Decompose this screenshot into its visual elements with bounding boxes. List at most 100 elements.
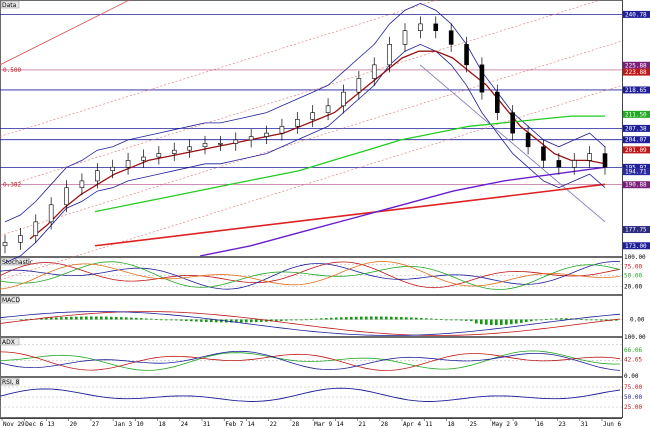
- macd-hist-bar: [510, 319, 513, 325]
- macd-hist-bar: [130, 317, 133, 320]
- macd-hist-bar: [405, 317, 408, 320]
- macd-hist-bar: [50, 317, 53, 320]
- x-tick-label-22: May 2: [492, 421, 510, 428]
- macd-hist-bar: [75, 316, 78, 320]
- candle-body: [510, 112, 515, 134]
- price-label-8: 195.97: [625, 164, 647, 171]
- x-tick-label-11: 14: [247, 421, 255, 428]
- channel-upper-solid: [0, 0, 131, 66]
- channel-dotted-2: [0, 40, 623, 236]
- x-tick-label-19: 11: [425, 421, 433, 428]
- macd-hist-bar: [125, 317, 128, 320]
- macd-hist-bar: [480, 319, 483, 325]
- price-label-bg-2: [623, 68, 650, 76]
- x-tick-label-4: 27: [92, 421, 100, 428]
- macd-hist-bar: [200, 319, 203, 322]
- price-label-3: 218.65: [625, 87, 647, 94]
- price-label-bg-0: [623, 10, 650, 18]
- adx-panel-title: ADX: [2, 339, 15, 346]
- macd-hist-bar: [415, 317, 418, 320]
- candle: [418, 16, 423, 39]
- candle: [495, 84, 500, 121]
- macd-hist-bar: [150, 318, 153, 320]
- candle-body: [295, 119, 300, 127]
- macd-hist-bar: [355, 316, 358, 320]
- candle: [387, 36, 392, 73]
- adx-line-0: [0, 350, 621, 371]
- macd-hist-bar: [95, 316, 98, 320]
- macd-hist-bar: [175, 319, 178, 321]
- price-label-6: 204.07: [625, 137, 647, 144]
- adx-label-1: 66.06: [624, 347, 642, 354]
- channel-dotted-0: [0, 0, 438, 137]
- macd-hist-bar: [385, 316, 388, 320]
- macd-line-0: [0, 311, 621, 336]
- macd-hist-bar: [325, 318, 328, 320]
- price-label-4: 211.50: [625, 111, 647, 118]
- macd-hist-bar: [605, 319, 608, 321]
- macd-hist-bar: [320, 318, 323, 320]
- x-tick-label-15: 14: [336, 421, 344, 428]
- price-panel-title: Data: [2, 2, 17, 9]
- candle-body: [571, 160, 577, 168]
- ma-short-line: [29, 50, 606, 240]
- macd-hist-bar: [145, 318, 148, 320]
- macd-hist-bar: [360, 316, 363, 320]
- x-tick-label-16: 21: [359, 421, 367, 428]
- candle: [141, 149, 146, 168]
- adx-label-2: 42.65: [624, 356, 642, 363]
- x-tick-label-13: 28: [292, 421, 300, 428]
- macd-hist-bar: [135, 317, 138, 320]
- candle-body: [387, 44, 392, 66]
- macd-hist-bar: [345, 317, 348, 320]
- macd-hist-bar: [165, 319, 168, 321]
- candle-body: [495, 91, 500, 113]
- macd-hist-bar: [410, 317, 413, 320]
- candle-body: [587, 153, 592, 161]
- price-label-bg-1: [623, 61, 650, 69]
- macd-hist-bar: [25, 319, 28, 320]
- price-label-bg-7: [623, 146, 650, 154]
- macd-hist-bar: [600, 319, 603, 321]
- macd-hist-bar: [105, 316, 108, 320]
- candle: [571, 152, 577, 175]
- adx-label-0: 100.00: [624, 334, 646, 341]
- candle-body: [264, 132, 269, 137]
- macd-hist-bar: [350, 316, 353, 320]
- macd-hist-bar: [330, 317, 333, 320]
- macd-hist-bar: [445, 319, 448, 321]
- candle-body: [187, 146, 192, 151]
- adx-label-3: 0.00: [624, 373, 639, 380]
- macd-hist-bar: [240, 319, 243, 323]
- candle-body: [341, 91, 346, 107]
- macd-hist-bar: [315, 318, 318, 320]
- stoch-line-2: [0, 261, 621, 290]
- price-title-box: [0, 0, 20, 9]
- candle: [371, 57, 377, 87]
- x-axis-strip: [0, 418, 622, 428]
- stoch-line-1: [0, 261, 621, 290]
- candle: [464, 36, 469, 73]
- candle: [95, 163, 100, 189]
- macd-hist-bar: [550, 318, 553, 320]
- candle-body: [310, 112, 315, 120]
- stoch-label-0: 100.00: [624, 254, 646, 261]
- candle: [2, 234, 8, 254]
- macd-panel-title: MACD: [2, 297, 20, 304]
- macd-hist-bar: [370, 316, 373, 320]
- macd-line-1: [0, 311, 621, 336]
- candle-body: [433, 23, 439, 32]
- adx-line-1: [0, 351, 621, 371]
- candle-body: [448, 30, 454, 45]
- price-label-bg-8: [623, 163, 650, 171]
- candle: [187, 139, 192, 158]
- macd-hist-bar: [595, 319, 598, 321]
- macd-hist-bar: [60, 317, 63, 320]
- candle-body: [33, 221, 39, 236]
- candle-body: [95, 170, 100, 182]
- macd-hist-bar: [555, 318, 558, 320]
- macd-hist-bar: [110, 316, 113, 320]
- x-tick-label-24: 16: [536, 421, 544, 428]
- candle-body: [464, 44, 469, 66]
- candle-body: [110, 166, 115, 171]
